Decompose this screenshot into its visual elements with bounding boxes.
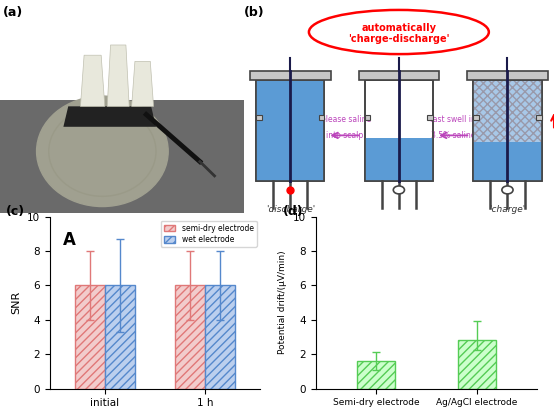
Bar: [357, 361, 396, 389]
Text: Micro-seepage electrode: Micro-seepage electrode: [59, 14, 185, 23]
Bar: [365, 79, 433, 181]
Text: (d): (d): [283, 204, 303, 218]
Text: 'charge': 'charge': [489, 205, 526, 214]
Bar: [256, 79, 325, 181]
Text: fast swell in: fast swell in: [430, 115, 476, 124]
Bar: [358, 71, 439, 79]
Text: (a): (a): [3, 6, 23, 19]
Legend: semi-dry electrode, wet electrode: semi-dry electrode, wet electrode: [161, 220, 257, 247]
Text: 'charge-discharge': 'charge-discharge': [348, 34, 450, 44]
Bar: [0, 100, 244, 213]
Polygon shape: [132, 61, 153, 106]
Bar: [75, 285, 105, 389]
Text: (c): (c): [6, 204, 25, 218]
Polygon shape: [80, 55, 105, 106]
Circle shape: [37, 96, 168, 207]
Text: 'discharge': 'discharge': [266, 205, 315, 214]
Text: (b): (b): [244, 6, 264, 19]
Bar: [250, 71, 331, 79]
Text: into scalp: into scalp: [326, 131, 363, 140]
Circle shape: [502, 186, 513, 194]
Bar: [256, 115, 261, 120]
Bar: [467, 71, 548, 79]
Bar: [473, 142, 542, 181]
Bar: [473, 79, 542, 142]
Polygon shape: [63, 106, 156, 127]
Bar: [428, 115, 433, 120]
Bar: [365, 138, 433, 181]
Text: 3.5% saline: 3.5% saline: [431, 131, 475, 140]
Polygon shape: [107, 45, 129, 106]
Bar: [256, 79, 325, 181]
Text: release saline: release saline: [318, 115, 371, 124]
Text: automatically: automatically: [361, 22, 437, 33]
Text: A: A: [63, 231, 75, 249]
Bar: [105, 285, 135, 389]
Bar: [256, 79, 325, 181]
Circle shape: [393, 186, 404, 194]
Bar: [205, 285, 235, 389]
Bar: [536, 115, 542, 120]
Bar: [473, 79, 542, 181]
Bar: [473, 115, 479, 120]
Y-axis label: SNR: SNR: [12, 291, 22, 314]
Bar: [473, 79, 542, 181]
Bar: [458, 339, 496, 389]
Bar: [175, 285, 205, 389]
Y-axis label: Potential drift/(μV/min): Potential drift/(μV/min): [278, 251, 288, 355]
Bar: [319, 115, 325, 120]
Bar: [365, 79, 433, 181]
Bar: [365, 115, 370, 120]
